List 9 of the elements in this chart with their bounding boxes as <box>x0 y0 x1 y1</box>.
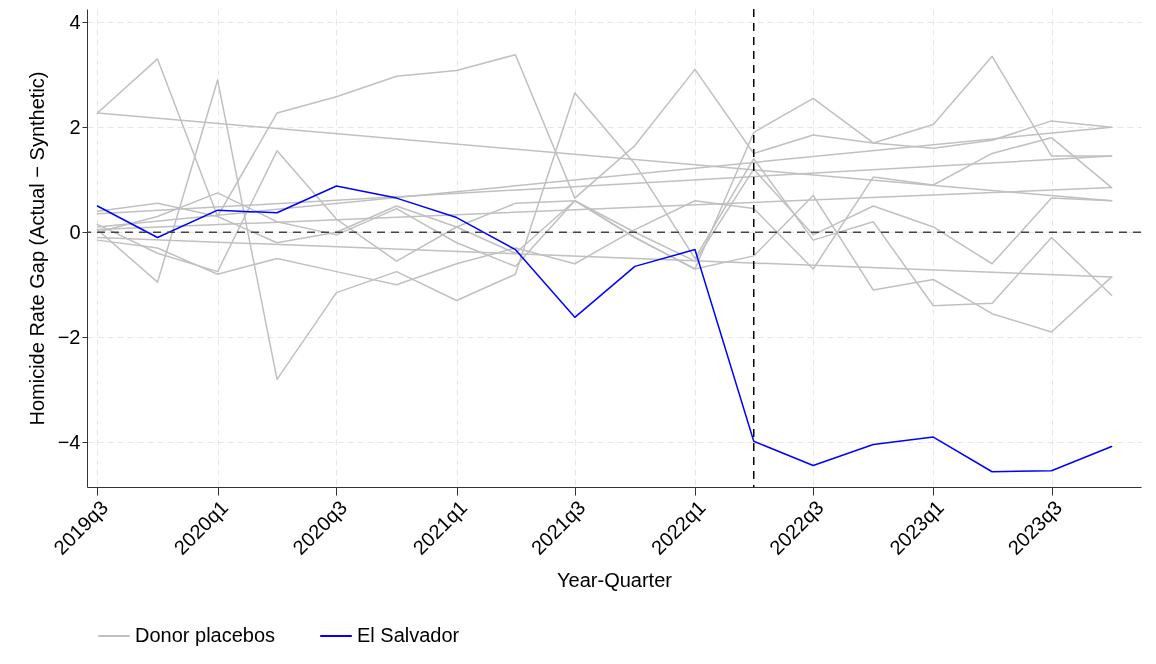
y-tick-label: 0 <box>69 220 81 243</box>
legend-label: El Salvador <box>357 624 460 646</box>
y-tick-label: −2 <box>57 325 81 348</box>
x-axis-title: Year-Quarter <box>557 568 673 591</box>
y-tick-label: −4 <box>57 430 81 453</box>
y-axis-title: Homicide Rate Gap (Actual − Synthetic) <box>25 71 48 426</box>
legend-label: Donor placebos <box>135 624 276 646</box>
y-tick-label: 4 <box>69 10 81 33</box>
y-tick-label: 2 <box>69 115 81 138</box>
